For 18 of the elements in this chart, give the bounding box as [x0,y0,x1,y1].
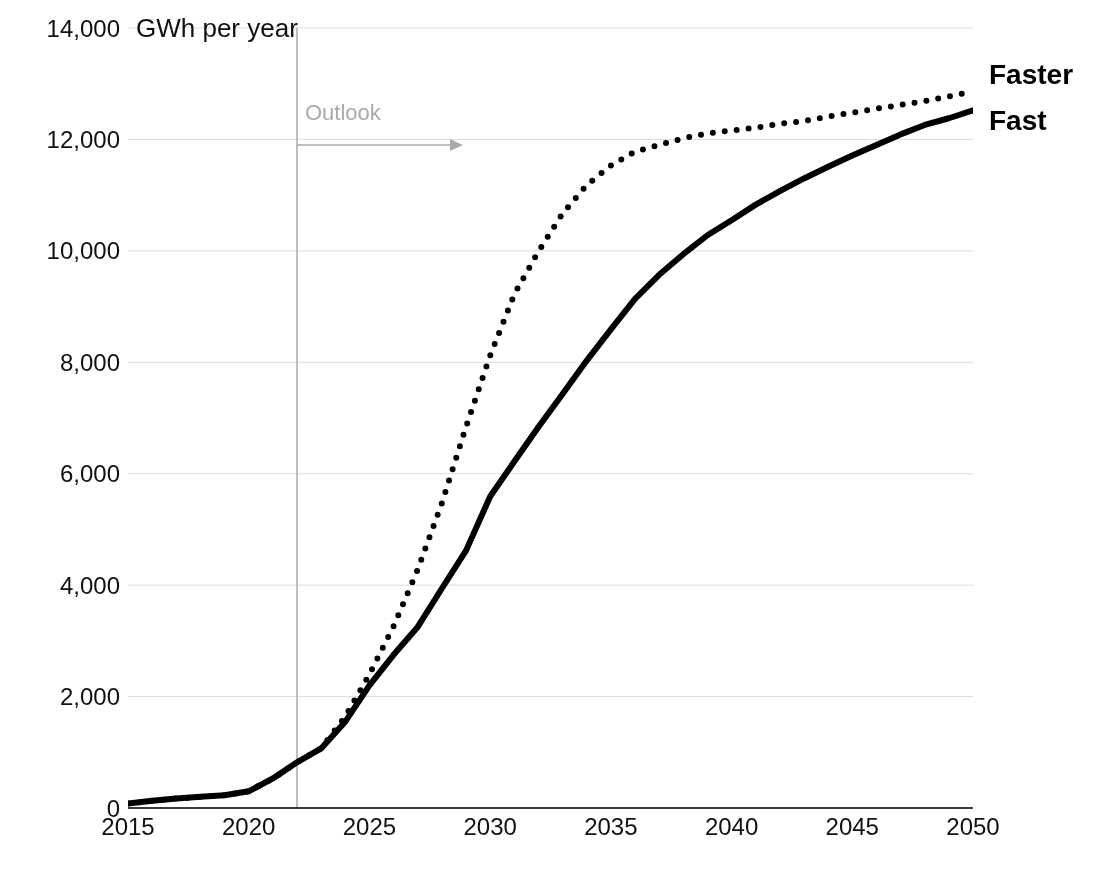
x-tick-label: 2025 [342,813,397,841]
ref-line-label: Outlook [305,100,382,125]
y-tick-label: 4,000 [59,571,120,599]
x-tick-label: 2040 [704,813,759,841]
x-tick-label: 2050 [946,813,1000,841]
x-tick-label: 2045 [825,813,879,841]
y-tick-label: 2,000 [59,683,120,711]
y-tick-label: 10,000 [46,237,120,265]
x-tick-label: 2020 [222,813,276,841]
series-label: Faster [989,58,1074,90]
series-label: Fast [989,105,1047,137]
y-tick-label: 14,000 [46,14,120,42]
x-tick-label: 2035 [584,813,638,841]
y-tick-label: 6,000 [59,460,120,488]
y-axis-title: GWh per year [136,13,298,44]
y-tick-label: 8,000 [59,348,120,376]
y-tick-label: 12,000 [46,125,120,153]
x-tick-label: 2030 [463,813,517,841]
